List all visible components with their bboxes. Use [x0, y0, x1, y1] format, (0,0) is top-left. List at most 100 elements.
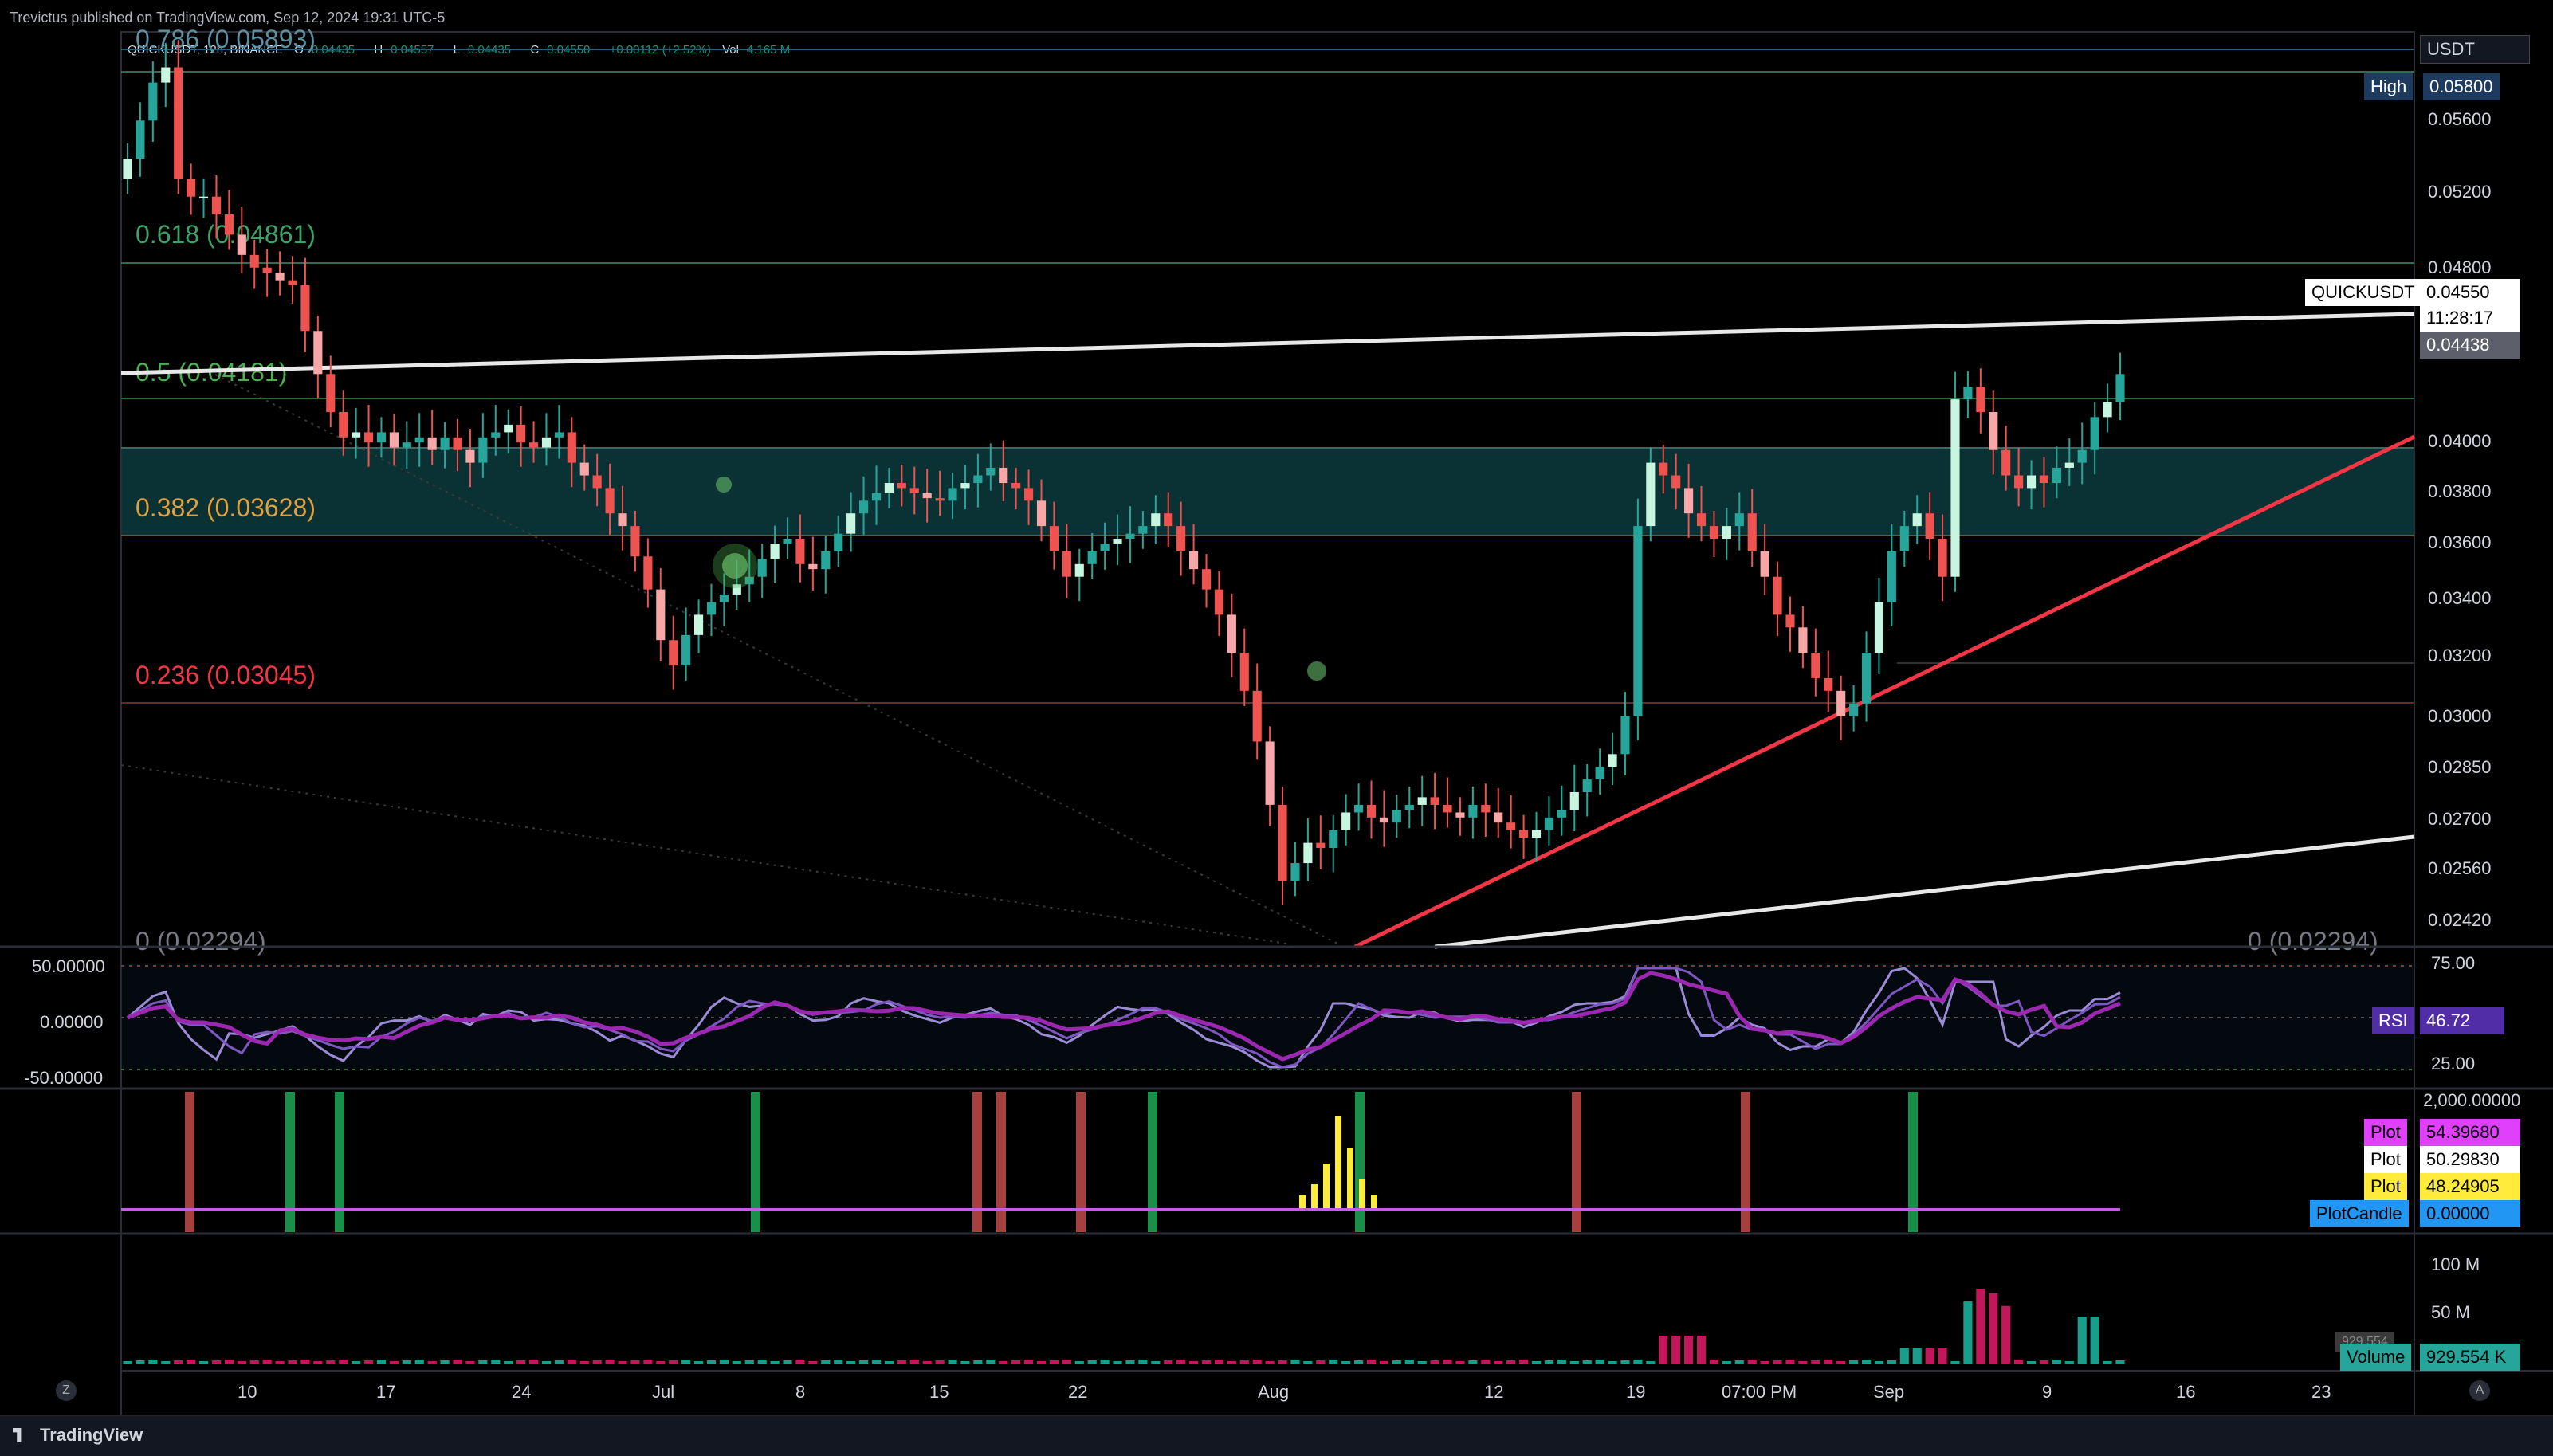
candle-body[interactable] — [1468, 804, 1478, 818]
candle-body[interactable] — [414, 437, 424, 443]
candle-body[interactable] — [339, 412, 348, 438]
candle-body[interactable] — [516, 424, 526, 443]
candle-body[interactable] — [808, 563, 818, 570]
candle-body[interactable] — [2115, 374, 2125, 402]
candle-body[interactable] — [656, 589, 666, 641]
candle-body[interactable] — [909, 488, 919, 493]
candle-body[interactable] — [541, 437, 552, 448]
auto-scale-button[interactable]: A — [2469, 1380, 2490, 1401]
candle-body[interactable] — [1100, 544, 1110, 551]
candle-body[interactable] — [174, 67, 183, 179]
candle-body[interactable] — [579, 462, 589, 476]
candle-body[interactable] — [1404, 804, 1414, 810]
candle-body[interactable] — [999, 467, 1008, 484]
candle-body[interactable] — [1582, 779, 1592, 793]
candle-body[interactable] — [1569, 792, 1579, 810]
candle-body[interactable] — [376, 432, 387, 443]
candle-body[interactable] — [1303, 842, 1313, 864]
candle-body[interactable] — [136, 120, 145, 159]
candle-body[interactable] — [1747, 513, 1757, 551]
candle-body[interactable] — [300, 285, 310, 332]
candle-body[interactable] — [1024, 488, 1034, 501]
candle-body[interactable] — [1239, 653, 1249, 691]
candle-body[interactable] — [1785, 614, 1795, 628]
candle-body[interactable] — [1087, 551, 1097, 564]
candle-body[interactable] — [1734, 513, 1744, 527]
candle-body[interactable] — [681, 634, 691, 666]
candle-body[interactable] — [211, 196, 222, 214]
candle-body[interactable] — [948, 488, 957, 501]
candle-body[interactable] — [1278, 804, 1287, 881]
candle-body[interactable] — [1201, 569, 1212, 590]
candle-body[interactable] — [1760, 551, 1769, 577]
candle-body[interactable] — [554, 432, 564, 438]
candle-body[interactable] — [1963, 387, 1973, 400]
candle-body[interactable] — [732, 584, 741, 595]
candle-body[interactable] — [326, 374, 336, 413]
resistance-trendline[interactable] — [120, 312, 2415, 375]
candle-body[interactable] — [1290, 863, 1300, 881]
candle-body[interactable] — [1062, 551, 1071, 577]
candle-body[interactable] — [1861, 653, 1872, 704]
candle-body[interactable] — [2052, 467, 2061, 484]
candle-body[interactable] — [427, 437, 437, 450]
candle-body[interactable] — [491, 432, 501, 438]
candle-body[interactable] — [1824, 677, 1833, 691]
candle-body[interactable] — [757, 559, 767, 577]
candle-body[interactable] — [795, 539, 805, 564]
candle-body[interactable] — [504, 424, 513, 433]
candle-body[interactable] — [960, 483, 970, 489]
candle-body[interactable] — [643, 556, 653, 590]
candle-body[interactable] — [1164, 513, 1173, 527]
candle-body[interactable] — [1227, 614, 1236, 653]
candle-body[interactable] — [1125, 533, 1135, 540]
candle-body[interactable] — [440, 437, 450, 450]
candle-body[interactable] — [1696, 513, 1707, 527]
candle-body[interactable] — [2090, 417, 2099, 450]
candle-body[interactable] — [783, 539, 792, 544]
candle-body[interactable] — [1646, 462, 1656, 527]
candle-body[interactable] — [1544, 817, 1554, 830]
candle-body[interactable] — [389, 432, 399, 448]
currency-label[interactable]: USDT — [2420, 35, 2530, 64]
candle-body[interactable] — [605, 488, 615, 514]
candle-body[interactable] — [2077, 449, 2087, 463]
candle-body[interactable] — [1455, 812, 1465, 818]
candle-body[interactable] — [1392, 810, 1401, 823]
candle-body[interactable] — [744, 576, 754, 585]
candle-body[interactable] — [1608, 754, 1617, 767]
candle-body[interactable] — [224, 214, 234, 235]
candle-body[interactable] — [884, 483, 894, 493]
candle-body[interactable] — [1722, 526, 1731, 540]
candle-body[interactable] — [618, 513, 627, 527]
candle-body[interactable] — [1011, 483, 1021, 489]
candle-body[interactable] — [1329, 830, 1338, 848]
main-chart[interactable]: 0.786 (0.05893) 0.618 (0.04861) 0.5 (0.0… — [0, 0, 2553, 1415]
candle-body[interactable] — [897, 483, 906, 489]
candle-body[interactable] — [1138, 526, 1148, 534]
candle-body[interactable] — [237, 234, 246, 255]
candle-body[interactable] — [1417, 797, 1427, 805]
candle-body[interactable] — [770, 544, 780, 559]
candle-body[interactable] — [2039, 475, 2049, 484]
candle-body[interactable] — [1430, 797, 1439, 805]
candle-body[interactable] — [1151, 513, 1161, 527]
zoom-button[interactable]: Z — [56, 1380, 77, 1401]
candle-body[interactable] — [478, 437, 488, 463]
candle-body[interactable] — [1341, 812, 1351, 830]
candle-body[interactable] — [986, 467, 996, 476]
candle-body[interactable] — [669, 640, 678, 666]
candle-body[interactable] — [1938, 539, 1947, 577]
candle-body[interactable] — [1773, 576, 1782, 615]
candle-body[interactable] — [1506, 822, 1516, 830]
candle-body[interactable] — [187, 179, 196, 197]
candle-body[interactable] — [1989, 412, 1998, 450]
candle-body[interactable] — [1899, 526, 1909, 551]
candle-body[interactable] — [858, 500, 869, 514]
candle-body[interactable] — [249, 254, 259, 268]
candle-body[interactable] — [2001, 449, 2011, 476]
candle-body[interactable] — [1950, 399, 1960, 577]
candle-body[interactable] — [1443, 804, 1452, 813]
candle-body[interactable] — [1811, 653, 1820, 678]
candle-body[interactable] — [1925, 513, 1934, 540]
